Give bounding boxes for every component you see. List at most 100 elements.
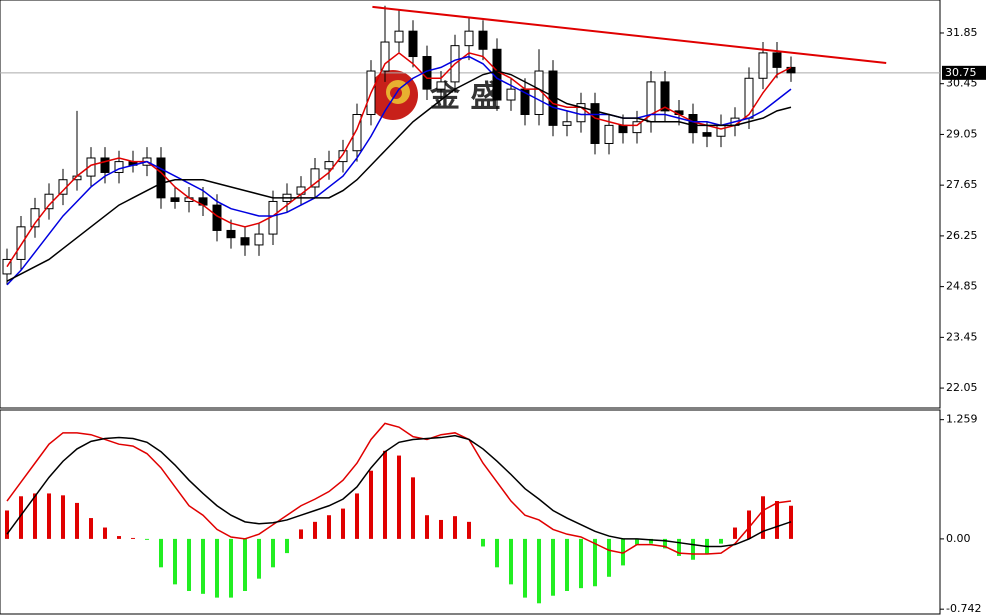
y-tick-label: 26.25 [946,229,978,242]
histogram-bar [257,538,261,579]
candle-body [100,157,110,173]
histogram-bar [187,538,191,591]
histogram-bar [75,502,79,539]
candle-body [86,157,96,177]
histogram-bar [355,493,359,539]
candle-body [744,77,754,119]
trendline [372,5,887,65]
candle-body [380,41,390,72]
candle-body [296,186,306,195]
histogram-bar [579,538,583,589]
candle-body [338,150,348,163]
histogram-bar [47,493,51,539]
histogram-bar [621,538,625,566]
histogram-bar [747,510,751,539]
histogram-bar [663,538,667,549]
histogram-bar [523,538,527,598]
histogram-bar [299,529,303,539]
histogram-bar [229,538,233,598]
histogram-bar [383,450,387,539]
candle-body [688,114,698,134]
candle-body [576,103,586,123]
candle-body [716,124,726,137]
histogram-bar [565,538,569,591]
y-tick-label: 31.85 [946,26,978,39]
moving-average [6,55,792,286]
y-tick-label: 24.85 [946,280,978,293]
histogram-bar [327,515,331,539]
histogram-bar [173,538,177,585]
histogram-bar [313,521,317,539]
histogram-bar [201,538,205,594]
histogram-bar [117,536,121,539]
histogram-bar [677,538,681,556]
histogram-bar [551,538,555,596]
histogram-bar [271,538,275,568]
candle-body [156,157,166,199]
candle-body [352,114,362,152]
candle-body [506,88,516,101]
histogram-bar [369,470,373,539]
histogram-bar [425,515,429,539]
y-tick-label: 0.00 [946,532,971,545]
histogram-bar [691,538,695,560]
candle-body [618,124,628,134]
y-tick-label: 29.05 [946,127,978,140]
y-tick-label: 1.259 [946,413,978,426]
candle-body [394,30,404,43]
histogram-bar [439,519,443,539]
candle-body [324,161,334,170]
candle-body [408,30,418,58]
histogram-bar [537,538,541,604]
histogram-bar [103,527,107,539]
histogram-bar [19,496,23,539]
macd-line [6,422,792,555]
histogram-bar [89,518,93,539]
histogram-bar [509,538,513,585]
candle-body [16,226,26,260]
histogram-bar [5,510,9,539]
histogram-bar [341,508,345,539]
candle-body [702,132,712,137]
histogram-bar [215,538,219,598]
histogram-bar [607,538,611,577]
histogram-bar [719,538,723,544]
y-tick-label: 22.05 [946,381,978,394]
candle-body [464,30,474,47]
candle-body [772,52,782,68]
candle-body [254,233,264,246]
histogram-bar [635,538,639,545]
histogram-bar [453,516,457,539]
histogram-bar [145,538,149,540]
macd-panel [0,409,941,615]
moving-average [6,51,792,268]
price-panel [0,0,941,409]
candle-body [114,161,124,173]
histogram-bar [495,538,499,568]
histogram-bar [61,495,65,539]
current-price-label: 30.75 [945,66,977,79]
y-tick-label: 30.45 [946,77,978,90]
candle-body [226,229,236,239]
current-price-box [942,65,986,80]
candle-body [590,103,600,144]
candle-body [310,168,320,188]
histogram-bar [761,496,765,539]
histogram-bar [159,538,163,568]
candle-body [562,121,572,126]
y-tick-label: 23.45 [946,330,978,343]
histogram-bar [733,527,737,539]
candle-body [604,124,614,144]
histogram-bar [285,538,289,554]
candle-body [660,81,670,112]
histogram-bar [397,455,401,539]
y-tick-label: 27.65 [946,178,978,191]
histogram-bar [243,538,247,591]
candle-body [170,197,180,202]
histogram-bar [593,538,597,587]
candle-body [478,30,488,50]
histogram-bar [775,501,779,539]
histogram-bar [467,521,471,539]
y-tick-label: -0.742 [946,602,981,615]
